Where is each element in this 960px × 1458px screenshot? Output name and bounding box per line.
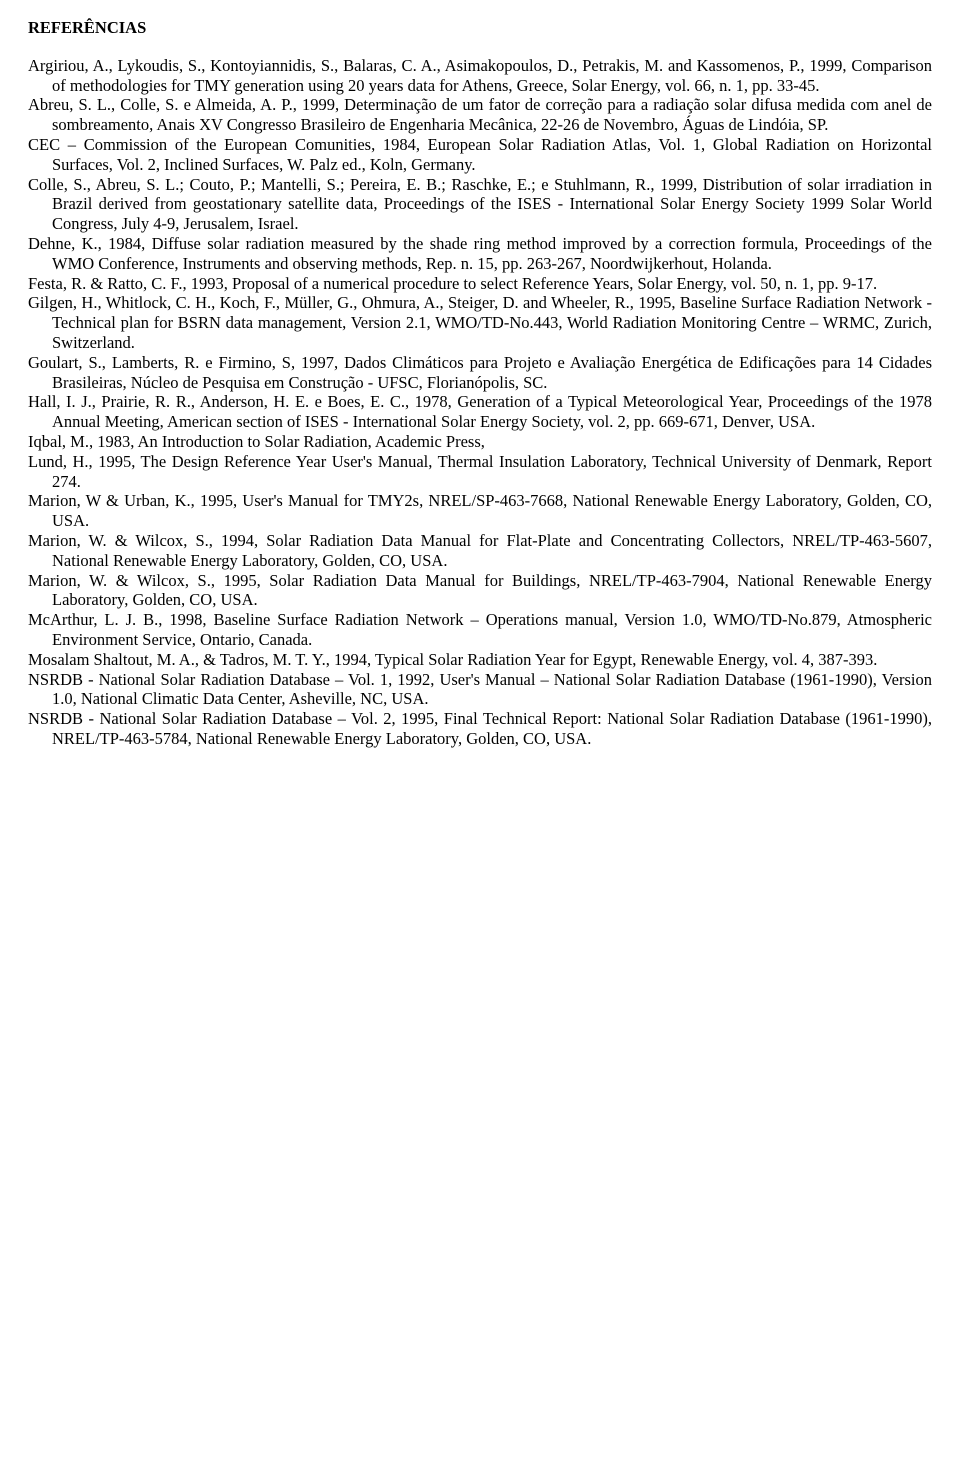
reference-entry: Marion, W & Urban, K., 1995, User's Manu… bbox=[28, 491, 932, 531]
reference-entry: NSRDB - National Solar Radiation Databas… bbox=[28, 670, 932, 710]
reference-entry: Hall, I. J., Prairie, R. R., Anderson, H… bbox=[28, 392, 932, 432]
reference-entry: Iqbal, M., 1983, An Introduction to Sola… bbox=[28, 432, 932, 452]
reference-entry: Argiriou, A., Lykoudis, S., Kontoyiannid… bbox=[28, 56, 932, 96]
reference-entry: McArthur, L. J. B., 1998, Baseline Surfa… bbox=[28, 610, 932, 650]
references-heading: REFERÊNCIAS bbox=[28, 18, 932, 38]
reference-entry: Mosalam Shaltout, M. A., & Tadros, M. T.… bbox=[28, 650, 932, 670]
reference-entry: Abreu, S. L., Colle, S. e Almeida, A. P.… bbox=[28, 95, 932, 135]
reference-entry: CEC – Commission of the European Comunit… bbox=[28, 135, 932, 175]
reference-entry: Dehne, K., 1984, Diffuse solar radiation… bbox=[28, 234, 932, 274]
reference-entry: Marion, W. & Wilcox, S., 1995, Solar Rad… bbox=[28, 571, 932, 611]
reference-entry: Lund, H., 1995, The Design Reference Yea… bbox=[28, 452, 932, 492]
reference-entry: Gilgen, H., Whitlock, C. H., Koch, F., M… bbox=[28, 293, 932, 352]
reference-entry: Festa, R. & Ratto, C. F., 1993, Proposal… bbox=[28, 274, 932, 294]
reference-entry: NSRDB - National Solar Radiation Databas… bbox=[28, 709, 932, 749]
reference-entry: Marion, W. & Wilcox, S., 1994, Solar Rad… bbox=[28, 531, 932, 571]
references-list: Argiriou, A., Lykoudis, S., Kontoyiannid… bbox=[28, 56, 932, 749]
reference-entry: Goulart, S., Lamberts, R. e Firmino, S, … bbox=[28, 353, 932, 393]
reference-entry: Colle, S., Abreu, S. L.; Couto, P.; Mant… bbox=[28, 175, 932, 234]
